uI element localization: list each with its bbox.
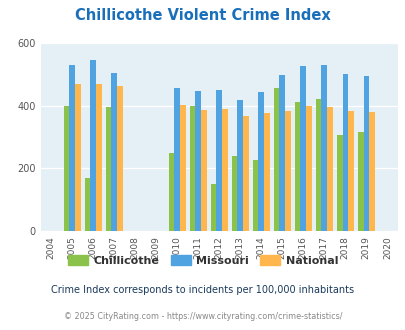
Bar [336, 135, 342, 231]
Bar [258, 92, 264, 231]
Bar [111, 73, 117, 231]
Bar [305, 106, 311, 231]
Bar [117, 85, 122, 231]
Bar [105, 107, 111, 231]
Bar [362, 77, 368, 231]
Bar [210, 184, 216, 231]
Bar [189, 106, 195, 231]
Bar [90, 60, 96, 231]
Bar [368, 112, 374, 231]
Bar [64, 106, 69, 231]
Bar [237, 100, 243, 231]
Bar [315, 99, 321, 231]
Legend: Chillicothe, Missouri, National: Chillicothe, Missouri, National [64, 251, 341, 269]
Bar [84, 178, 90, 231]
Bar [216, 90, 222, 231]
Bar [168, 152, 174, 231]
Bar [69, 65, 75, 231]
Text: Crime Index corresponds to incidents per 100,000 inhabitants: Crime Index corresponds to incidents per… [51, 285, 354, 295]
Bar [273, 88, 279, 231]
Text: Chillicothe Violent Crime Index: Chillicothe Violent Crime Index [75, 8, 330, 23]
Bar [294, 103, 300, 231]
Bar [195, 91, 200, 231]
Bar [174, 88, 179, 231]
Bar [342, 74, 347, 231]
Bar [200, 110, 206, 231]
Bar [231, 156, 237, 231]
Bar [75, 84, 81, 231]
Bar [347, 111, 353, 231]
Bar [321, 65, 326, 231]
Bar [357, 132, 362, 231]
Bar [179, 105, 185, 231]
Bar [96, 84, 101, 231]
Bar [252, 160, 258, 231]
Bar [284, 111, 290, 231]
Bar [222, 109, 227, 231]
Bar [279, 75, 284, 231]
Text: © 2025 CityRating.com - https://www.cityrating.com/crime-statistics/: © 2025 CityRating.com - https://www.city… [64, 312, 341, 321]
Bar [243, 115, 248, 231]
Bar [300, 66, 305, 231]
Bar [264, 114, 269, 231]
Bar [326, 107, 332, 231]
